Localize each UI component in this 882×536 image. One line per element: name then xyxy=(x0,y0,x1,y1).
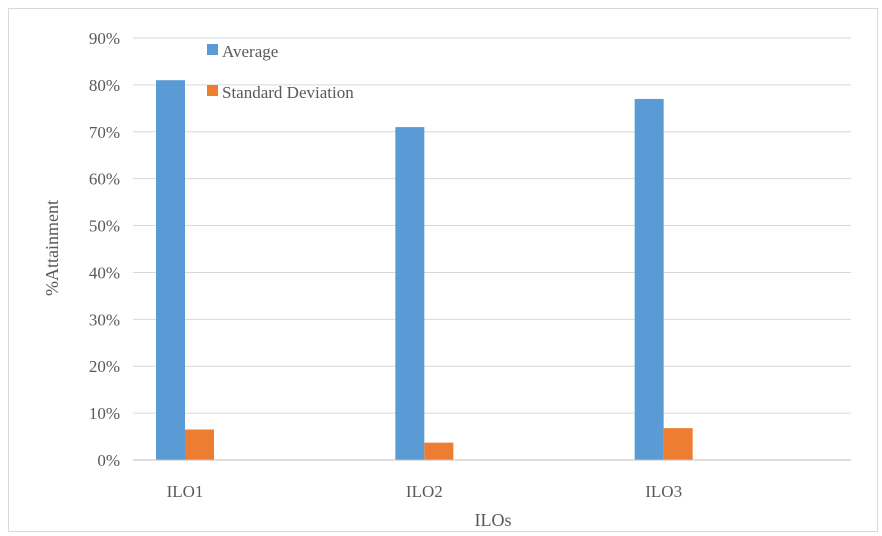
legend-label-average: Average xyxy=(222,42,278,61)
x-axis-title: ILOs xyxy=(475,510,512,530)
bar-average-ilo2 xyxy=(395,127,425,460)
y-tick-label: 20% xyxy=(89,357,120,376)
bar-average-ilo1 xyxy=(156,80,185,460)
y-axis-ticks: 0% 10% 20% 30% 40% 50% 60% 70% 80% 90% xyxy=(89,29,120,470)
y-tick-label: 80% xyxy=(89,76,120,95)
y-tick-label: 40% xyxy=(89,263,120,282)
bar-standard-deviation-ilo1 xyxy=(185,429,214,460)
gridlines xyxy=(133,37,851,414)
y-tick-label: 70% xyxy=(89,123,120,142)
y-axis-title: %Attainment xyxy=(42,200,62,296)
y-tick-label: 10% xyxy=(89,404,120,423)
y-tick-label: 60% xyxy=(89,170,120,189)
y-tick-label: 30% xyxy=(89,310,120,329)
x-tick-label: ILO2 xyxy=(406,482,443,501)
bar-standard-deviation-ilo3 xyxy=(663,428,693,460)
x-tick-label: ILO3 xyxy=(645,482,682,501)
x-tick-label: ILO1 xyxy=(167,482,204,501)
bars xyxy=(156,80,693,460)
bar-average-ilo3 xyxy=(634,98,664,460)
y-tick-label: 50% xyxy=(89,217,120,236)
legend-swatch-average xyxy=(207,44,218,55)
y-tick-label: 90% xyxy=(89,29,120,48)
legend-label-standard-deviation: Standard Deviation xyxy=(222,83,354,102)
bar-standard-deviation-ilo2 xyxy=(424,442,454,460)
y-tick-label: 0% xyxy=(97,451,120,470)
legend: Average Standard Deviation xyxy=(207,42,354,102)
x-axis-ticks: ILO1 ILO2 ILO3 xyxy=(167,482,682,501)
legend-swatch-standard-deviation xyxy=(207,85,218,96)
